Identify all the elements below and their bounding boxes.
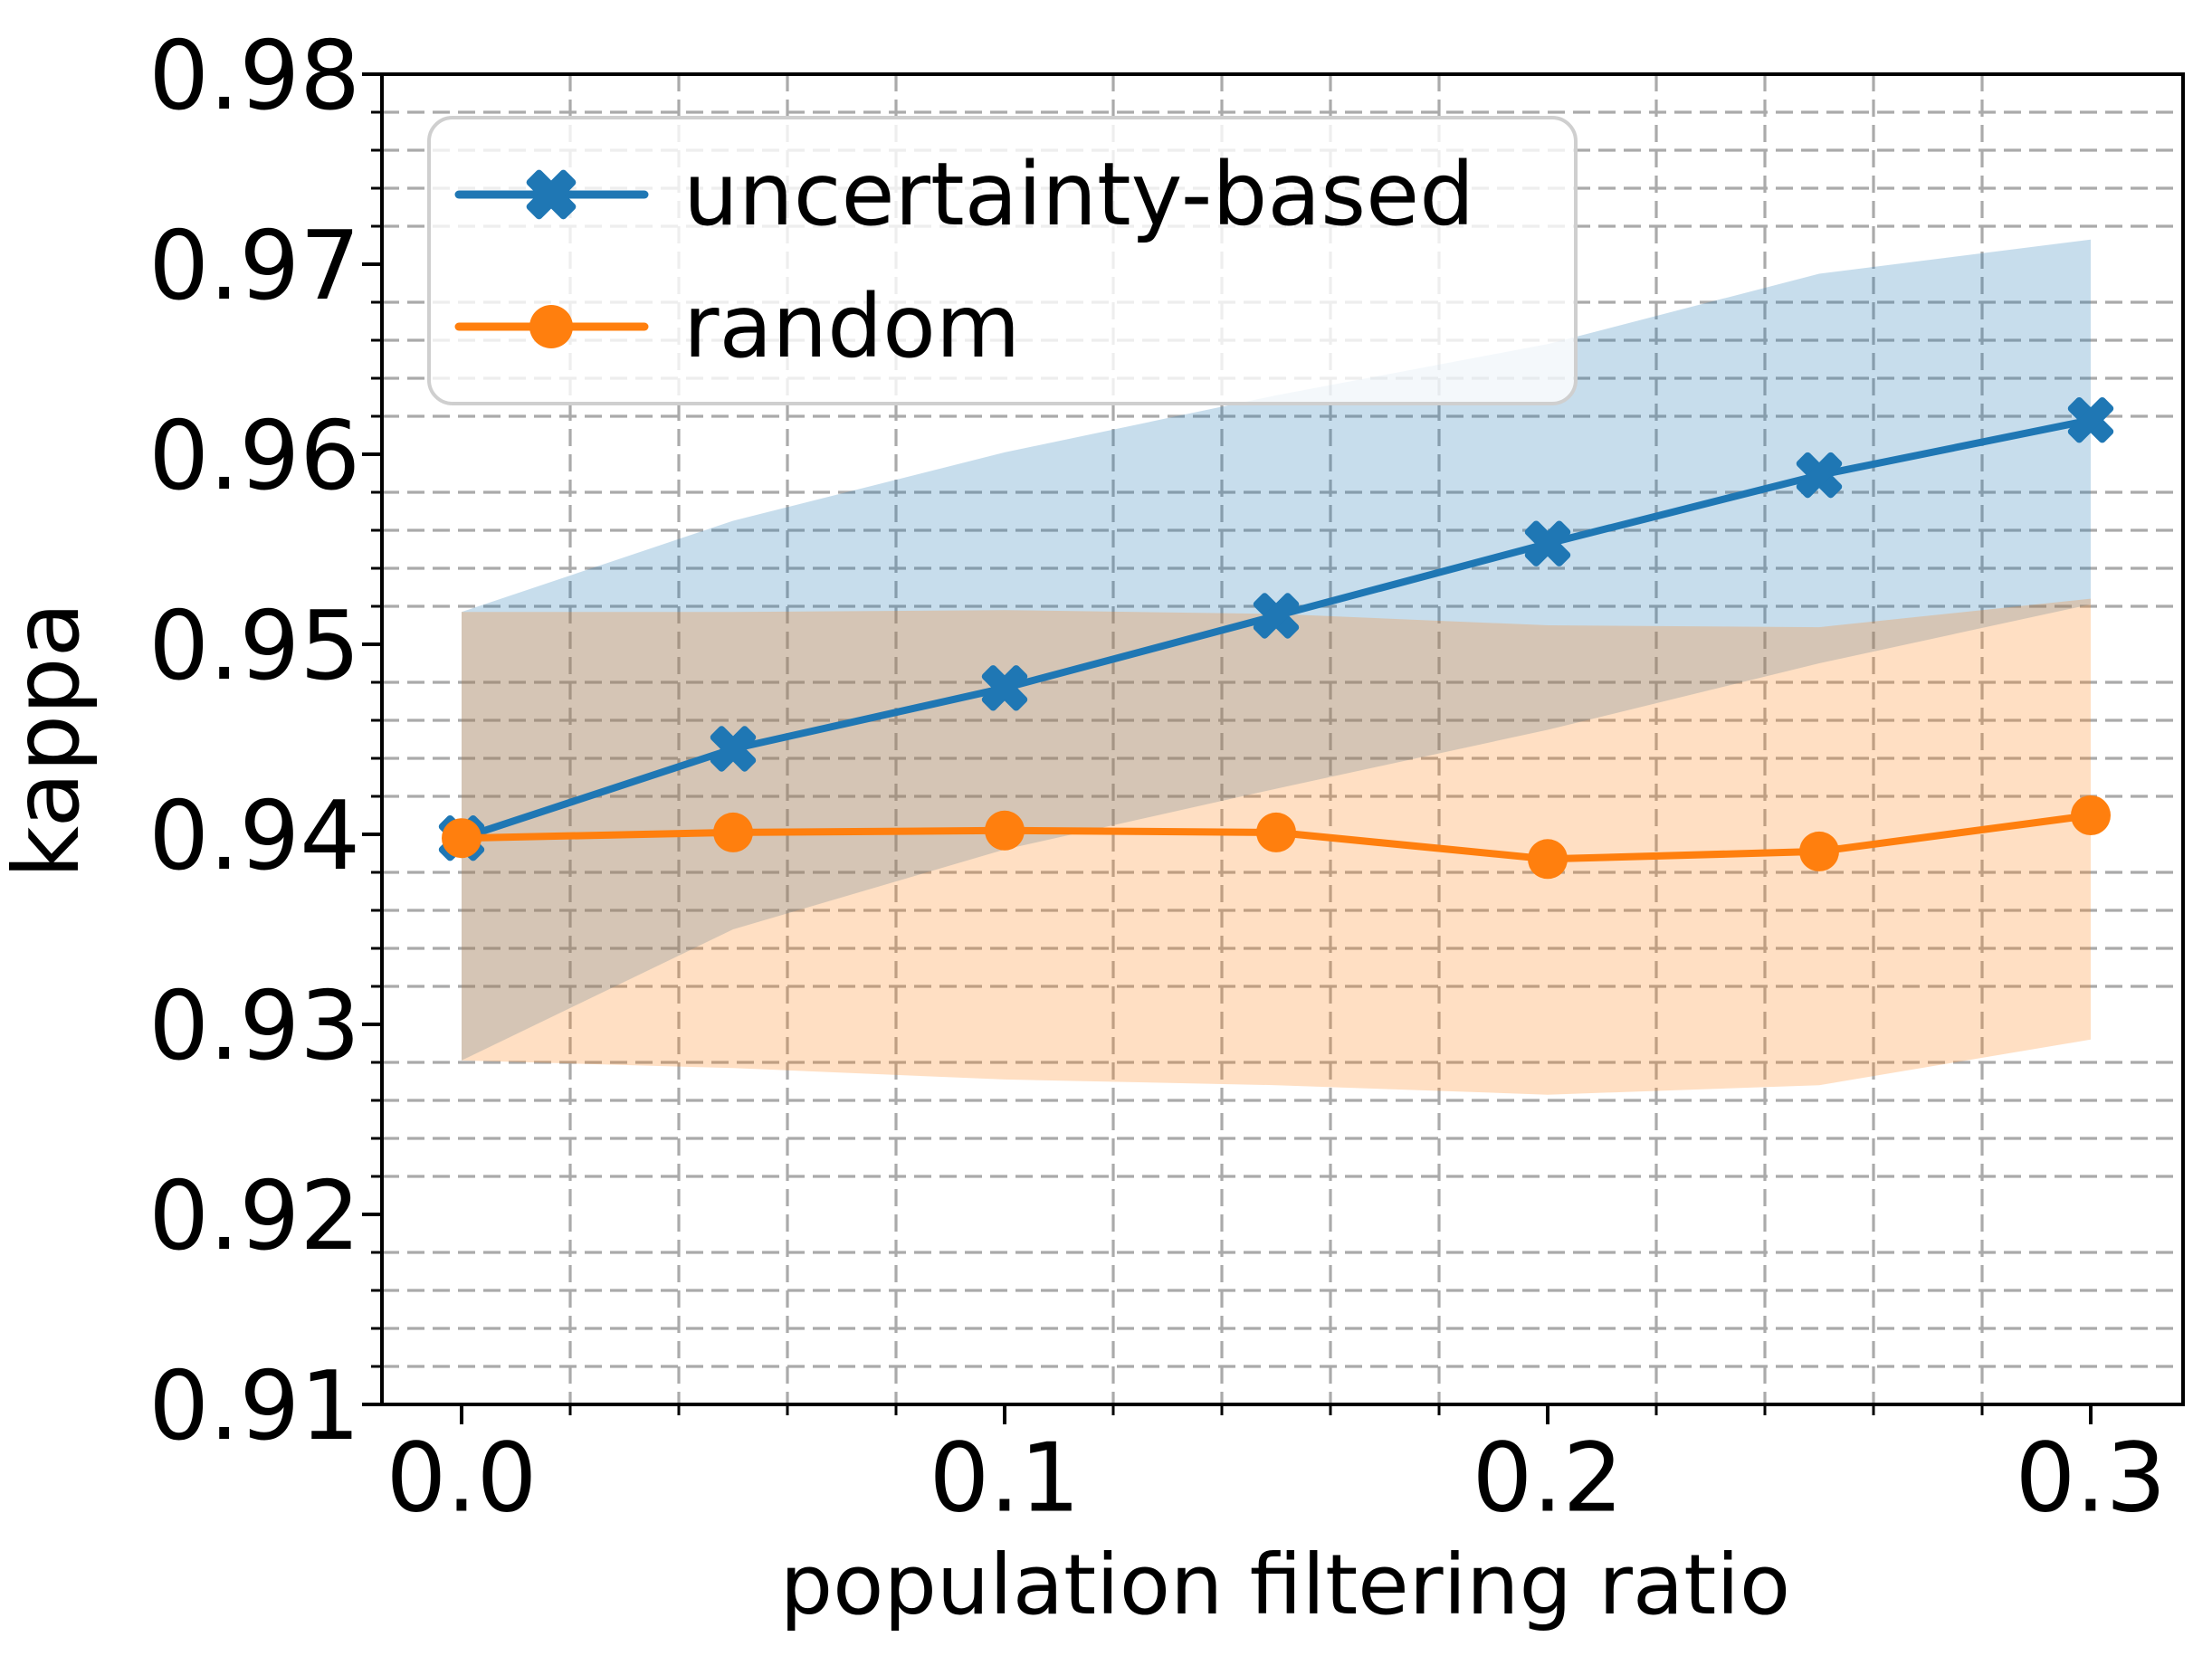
legend-label-uncertainty-based: uncertainty-based [683, 144, 1475, 245]
uncertainty-based-marker [710, 726, 757, 772]
random-marker [442, 818, 482, 859]
uncertainty-based-marker [1253, 593, 1300, 639]
x-tick-label: 0.3 [2016, 1423, 2167, 1534]
random-marker [2071, 795, 2111, 835]
legend: uncertainty-based random [427, 116, 1578, 405]
y-tick-label: 0.98 [148, 21, 360, 131]
y-tick-label: 0.96 [148, 401, 360, 511]
uncertainty-based-sample-marker [526, 169, 577, 220]
x-tick-label: 0.0 [386, 1423, 538, 1534]
data-series [438, 396, 2114, 880]
y-tick-label: 0.91 [148, 1351, 360, 1461]
gridlines [382, 74, 2183, 1404]
y-tick-label: 0.95 [148, 591, 360, 701]
legend-label-random: random [683, 276, 1021, 377]
uncertainty-based-marker [981, 665, 1028, 711]
random-line-sample-icon [454, 305, 649, 348]
axes: 0.0 0.1 0.2 0.3 0.91 0.92 0.93 0.94 0.95 0.96 0.97… [148, 21, 2185, 1534]
random-marker [985, 810, 1025, 851]
uncertainty-based-marker [1524, 520, 1571, 566]
legend-item-random: random [431, 261, 1574, 393]
y-tick-label: 0.97 [148, 211, 360, 321]
y-tick-label: 0.92 [148, 1161, 360, 1271]
uncertainty-based-marker [2067, 396, 2114, 443]
x-tick-label: 0.2 [1473, 1423, 1624, 1534]
y-tick-label: 0.93 [148, 971, 360, 1081]
uncertainty-based-confidence-band [462, 239, 2091, 1061]
y-tick-label: 0.94 [148, 781, 360, 891]
legend-item-uncertainty-based: uncertainty-based [431, 128, 1574, 261]
uncertainty-based-marker [1796, 452, 1843, 499]
random-marker [1528, 839, 1568, 880]
x-tick-label: 0.1 [930, 1423, 1081, 1534]
random-marker [1799, 831, 1840, 871]
random-sample-marker [529, 305, 573, 348]
y-axis-label: kappa [0, 602, 100, 879]
random-marker [713, 812, 754, 852]
plot-border [380, 72, 2185, 1406]
random-marker [1256, 812, 1297, 852]
uncertainty-based-line-sample-icon [454, 169, 649, 220]
x-axis-label: population filtering ratio [779, 1537, 1791, 1633]
